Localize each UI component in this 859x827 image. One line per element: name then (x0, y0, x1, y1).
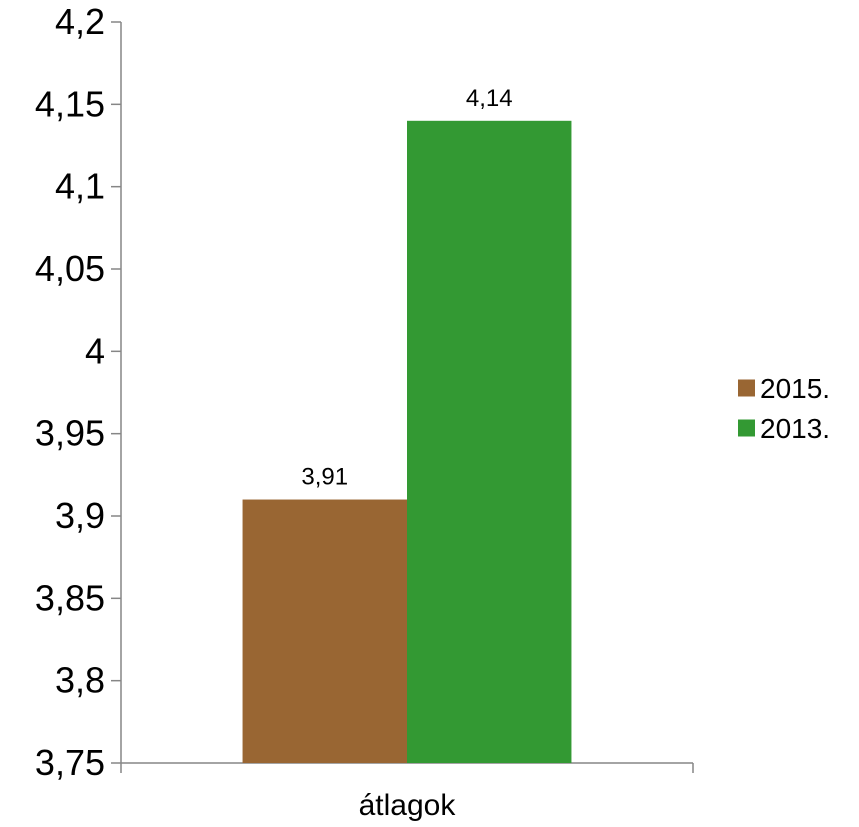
y-tick-label: 3,8 (55, 660, 105, 701)
data-label: 3,91 (301, 464, 348, 491)
y-tick-label: 3,85 (35, 577, 105, 618)
legend: 2015. 2013. (738, 373, 830, 444)
bars (242, 120, 572, 764)
bar-2013 (407, 120, 572, 764)
x-tick-label: átlagok (359, 789, 457, 822)
y-tick-label: 4,2 (55, 1, 105, 42)
x-axis: átlagok (120, 762, 694, 822)
y-tick-label: 3,95 (35, 413, 105, 454)
data-labels: 3,91 4,14 (301, 85, 512, 491)
y-axis: 3,75 3,8 3,85 3,9 3,95 4 4,05 4,1 4,15 4,2 (35, 1, 122, 783)
legend-label: 2015. (760, 373, 830, 404)
y-tick-label: 3,9 (55, 495, 105, 536)
y-tick-label: 4,1 (55, 166, 105, 207)
legend-label: 2013. (760, 413, 830, 444)
legend-swatch (738, 379, 755, 397)
y-tick-label: 4 (85, 330, 105, 371)
y-tick-label: 4,15 (35, 83, 105, 124)
y-tick-label: 3,75 (35, 742, 105, 783)
legend-swatch (738, 419, 755, 437)
data-label: 4,14 (466, 85, 513, 112)
bar-2015 (242, 499, 407, 763)
y-tick-label: 4,05 (35, 248, 105, 289)
